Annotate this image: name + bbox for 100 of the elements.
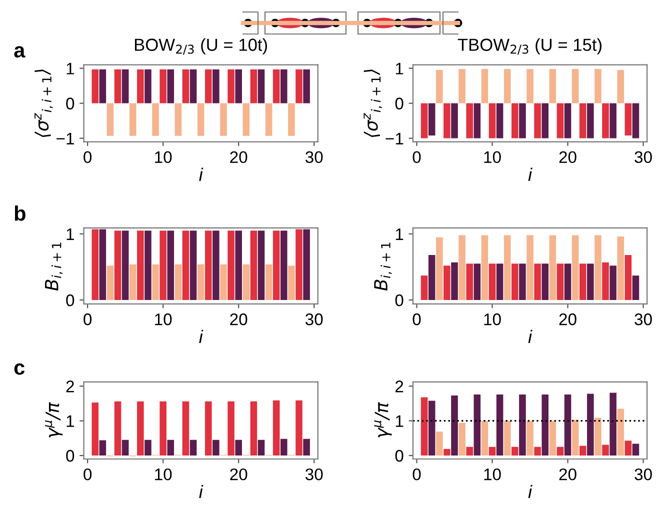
y-tick-label: 2 bbox=[66, 380, 74, 392]
bar bbox=[594, 235, 602, 300]
x-tick-label: 10 bbox=[155, 151, 172, 164]
bar bbox=[92, 229, 99, 300]
bar bbox=[122, 230, 129, 300]
bar bbox=[542, 103, 549, 138]
x-tick-label: 30 bbox=[305, 151, 323, 164]
y-tick-label: 1 bbox=[66, 62, 74, 74]
y-axis-title: B$_{i,i+1}$ bbox=[374, 242, 392, 291]
bar bbox=[564, 394, 572, 456]
bar bbox=[594, 418, 602, 456]
bar bbox=[152, 264, 159, 300]
y-axis-title: ⟨σ$^{z}$$_{i,i+1}$⟩ bbox=[34, 70, 53, 137]
bar bbox=[182, 401, 190, 456]
x-axis-title: i bbox=[199, 330, 204, 343]
bar bbox=[444, 103, 450, 138]
bar bbox=[564, 264, 572, 300]
y-axis-title: ⟨σ$^{z}$$_{i,i+1}$⟩ bbox=[364, 70, 382, 137]
bar bbox=[488, 264, 496, 300]
bar bbox=[466, 446, 473, 456]
bar bbox=[114, 401, 122, 456]
bar bbox=[444, 266, 450, 300]
bar bbox=[451, 396, 458, 456]
bar bbox=[481, 235, 488, 300]
bar bbox=[182, 230, 190, 300]
bar bbox=[542, 264, 549, 300]
bar bbox=[572, 235, 579, 300]
bar bbox=[204, 230, 212, 300]
bar bbox=[504, 68, 511, 104]
y-tick-label: −1 bbox=[386, 132, 404, 144]
bar bbox=[549, 420, 556, 456]
bar bbox=[144, 440, 152, 456]
bar bbox=[420, 397, 428, 456]
y-axis-title: B$_{i,i+1}$ bbox=[45, 242, 63, 291]
bar bbox=[617, 236, 624, 300]
bar bbox=[610, 392, 616, 456]
bar bbox=[542, 394, 549, 456]
x-tick-label: 0 bbox=[84, 468, 92, 480]
bar bbox=[303, 229, 310, 300]
y-tick-label: 0 bbox=[395, 98, 404, 110]
bar bbox=[167, 440, 174, 456]
x-tick-label: 0 bbox=[84, 313, 92, 326]
bar bbox=[458, 422, 466, 456]
bar bbox=[526, 68, 534, 104]
bar bbox=[296, 400, 302, 456]
y-tick-label: 0 bbox=[66, 98, 74, 110]
bar bbox=[572, 420, 579, 456]
bar bbox=[160, 401, 166, 456]
bar bbox=[466, 103, 473, 138]
y-tick-label: −1 bbox=[56, 132, 74, 144]
bar bbox=[99, 229, 106, 300]
bar bbox=[519, 394, 526, 456]
bar bbox=[504, 420, 511, 456]
bar bbox=[428, 103, 436, 136]
bar bbox=[129, 264, 136, 300]
bar bbox=[242, 264, 250, 300]
bar bbox=[617, 70, 624, 104]
text: a bbox=[14, 46, 26, 58]
bar bbox=[288, 266, 295, 300]
bar bbox=[556, 103, 564, 138]
bar bbox=[265, 264, 272, 300]
bar bbox=[197, 264, 204, 300]
bar bbox=[519, 264, 526, 300]
bar bbox=[579, 264, 586, 300]
bar bbox=[114, 230, 122, 300]
x-tick-label: 10 bbox=[484, 468, 501, 480]
bar bbox=[602, 262, 609, 300]
x-axis-title: i bbox=[528, 168, 532, 181]
bar bbox=[587, 394, 594, 456]
bar bbox=[122, 440, 129, 456]
bar bbox=[235, 230, 242, 300]
bar bbox=[610, 266, 616, 300]
bar bbox=[137, 401, 144, 456]
y-tick-label: 1 bbox=[66, 415, 74, 427]
chart-title: BOW$_{2/3}$ (U = 10t) bbox=[134, 38, 267, 55]
bar bbox=[488, 446, 496, 456]
bar bbox=[474, 103, 481, 138]
bar bbox=[458, 235, 466, 300]
bar bbox=[296, 229, 302, 300]
y-tick-label: 2 bbox=[396, 380, 404, 392]
y-tick-label: 1 bbox=[66, 228, 74, 240]
bar bbox=[526, 420, 534, 456]
bar bbox=[504, 235, 511, 300]
bar bbox=[106, 266, 114, 300]
bar bbox=[496, 394, 504, 456]
bar bbox=[624, 255, 632, 300]
bar bbox=[228, 401, 234, 456]
bar bbox=[488, 103, 496, 138]
bar bbox=[272, 400, 280, 456]
bar bbox=[444, 448, 450, 456]
bar bbox=[587, 264, 594, 300]
bar bbox=[303, 438, 310, 456]
bar bbox=[258, 230, 265, 300]
x-axis-title: i bbox=[199, 484, 204, 498]
bar bbox=[579, 446, 586, 456]
bar bbox=[624, 440, 632, 456]
x-tick-label: 20 bbox=[559, 468, 576, 480]
bar bbox=[99, 440, 106, 456]
bar bbox=[632, 103, 640, 138]
bar bbox=[610, 103, 616, 138]
